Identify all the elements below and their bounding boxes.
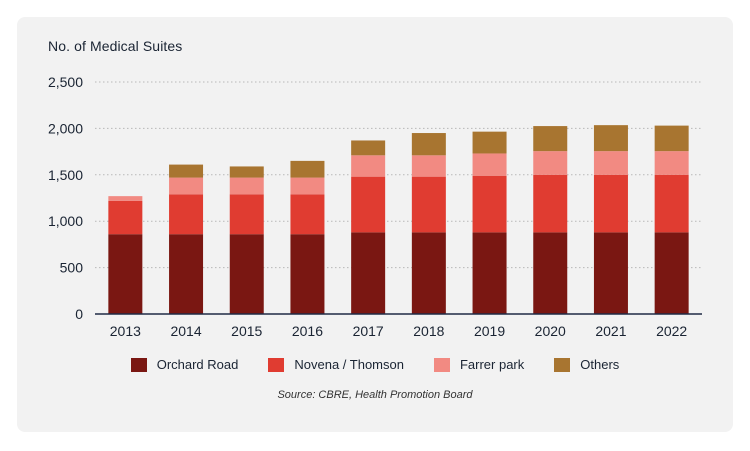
bar-segment — [351, 155, 386, 177]
source-note: Source: CBRE, Health Promotion Board — [277, 389, 473, 401]
bar-segment — [654, 174, 689, 233]
x-tick-label: 2022 — [656, 323, 687, 339]
bar-segment — [472, 232, 507, 314]
legend: Orchard Road Novena / Thomson Farrer par… — [0, 357, 750, 372]
bar-segment — [593, 174, 628, 233]
x-tick-label: 2020 — [535, 323, 566, 339]
bar-segment — [472, 175, 507, 233]
bar-segment — [654, 151, 689, 175]
bar-segment — [290, 194, 325, 235]
legend-item-others: Others — [554, 357, 619, 372]
y-tick-label: 2,500 — [48, 74, 83, 90]
bar-segment — [229, 194, 264, 235]
y-tick-label: 500 — [60, 260, 84, 276]
legend-item-farrer-park: Farrer park — [433, 357, 525, 372]
bar-segment — [169, 194, 204, 235]
bar-segment — [654, 232, 689, 314]
legend-label: Others — [580, 357, 620, 372]
legend-label: Orchard Road — [156, 357, 239, 372]
x-tick-label: 2014 — [170, 323, 201, 339]
bar-segment — [169, 234, 204, 314]
legend-item-orchard-road: Orchard Road — [130, 357, 239, 372]
bar-segment — [229, 166, 264, 178]
bar-segment — [290, 234, 325, 314]
bar-segment — [533, 151, 568, 175]
legend-swatch — [433, 357, 450, 372]
bar-segment — [654, 125, 689, 152]
bar-segment — [472, 153, 507, 176]
bar-segment — [593, 125, 628, 152]
bar-segment — [351, 176, 386, 233]
bar-segment — [533, 126, 568, 152]
x-tick-label: 2018 — [413, 323, 444, 339]
x-tick-label: 2015 — [231, 323, 262, 339]
y-tick-label: 0 — [75, 306, 83, 322]
y-tick-label: 2,000 — [48, 120, 83, 136]
bar-segment — [351, 232, 386, 314]
bar-segment — [290, 160, 325, 178]
y-tick-label: 1,500 — [48, 167, 83, 183]
bar-segment — [351, 140, 386, 156]
legend-item-novena-thomson: Novena / Thomson — [268, 357, 404, 372]
bar-segment — [169, 164, 204, 178]
bar-segment — [108, 200, 143, 235]
bar-segment — [411, 176, 446, 233]
legend-label: Novena / Thomson — [294, 357, 404, 372]
bar-segment — [108, 234, 143, 314]
legend-swatch — [130, 357, 147, 372]
y-tick-label: 1,000 — [48, 213, 83, 229]
bar-segment — [533, 174, 568, 233]
bar-segment — [472, 131, 507, 154]
bar-segment — [593, 232, 628, 314]
bar-segment — [108, 196, 143, 201]
x-tick-label: 2019 — [474, 323, 505, 339]
legend-label: Farrer park — [459, 357, 525, 372]
chart-title: No. of Medical Suites — [48, 38, 183, 54]
legend-swatch — [268, 357, 285, 372]
bar-segment — [593, 151, 628, 175]
bar-segment — [411, 155, 446, 177]
bar-segment — [229, 177, 264, 195]
bar-segment — [169, 177, 204, 195]
bar-segment — [411, 232, 446, 314]
bar-segment — [411, 133, 446, 156]
bar-segment — [533, 232, 568, 314]
x-tick-label: 2017 — [353, 323, 384, 339]
x-tick-label: 2013 — [110, 323, 141, 339]
x-tick-label: 2021 — [595, 323, 626, 339]
bar-segment — [229, 234, 264, 314]
bar-segment — [290, 177, 325, 195]
legend-swatch — [554, 357, 571, 372]
x-tick-label: 2016 — [292, 323, 323, 339]
